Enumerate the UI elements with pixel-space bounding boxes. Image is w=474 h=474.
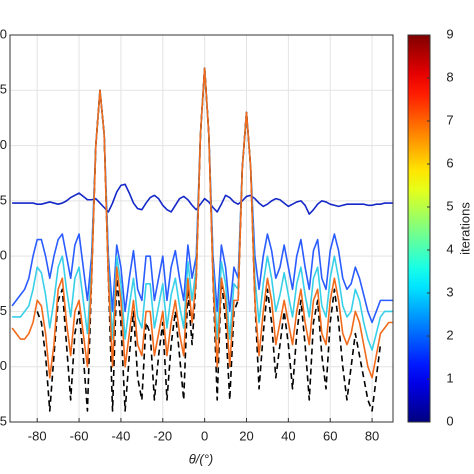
plot-frame (9, 34, 394, 423)
y-tick-label: 5 (0, 192, 7, 207)
colorbar-tick-label: 8 (446, 69, 453, 84)
line-series (11, 67, 393, 379)
x-tick-label: 80 (365, 428, 379, 443)
colorbar-tick-label: 2 (446, 327, 453, 342)
colorbar-tick-label: 4 (446, 241, 453, 256)
colorbar (407, 34, 431, 423)
x-tick-label: -60 (70, 428, 89, 443)
y-tick-label: 0 (0, 26, 7, 41)
colorbar-label: iterations (457, 202, 472, 255)
x-tick-label: -80 (28, 428, 47, 443)
colorbar-tick-label: 6 (446, 155, 453, 170)
y-tick-label: 0 (0, 358, 7, 373)
y-tick-label: 5 (0, 303, 7, 318)
x-tick-label: 40 (281, 428, 295, 443)
plot-area (10, 35, 393, 422)
colorbar-tick-label: 5 (446, 198, 453, 213)
y-tick-label: 5 (0, 413, 7, 428)
colorbar-tick-label: 1 (446, 370, 453, 385)
x-axis-label: θ/(°) (189, 451, 214, 466)
y-tick-label: 5 (0, 82, 7, 97)
x-tick-label: -40 (112, 428, 131, 443)
colorbar-tick-label: 0 (446, 413, 453, 428)
y-tick-label: 0 (0, 248, 7, 263)
colorbar-tick-label: 7 (446, 112, 453, 127)
colorbar-tick-label: 3 (446, 284, 453, 299)
x-tick-label: 60 (323, 428, 337, 443)
x-tick-label: -20 (153, 428, 172, 443)
x-tick-label: 20 (239, 428, 253, 443)
x-tick-label: 0 (201, 428, 208, 443)
line-series (12, 183, 393, 215)
y-tick-label: 0 (0, 137, 7, 152)
colorbar-tick-label: 9 (446, 26, 453, 41)
